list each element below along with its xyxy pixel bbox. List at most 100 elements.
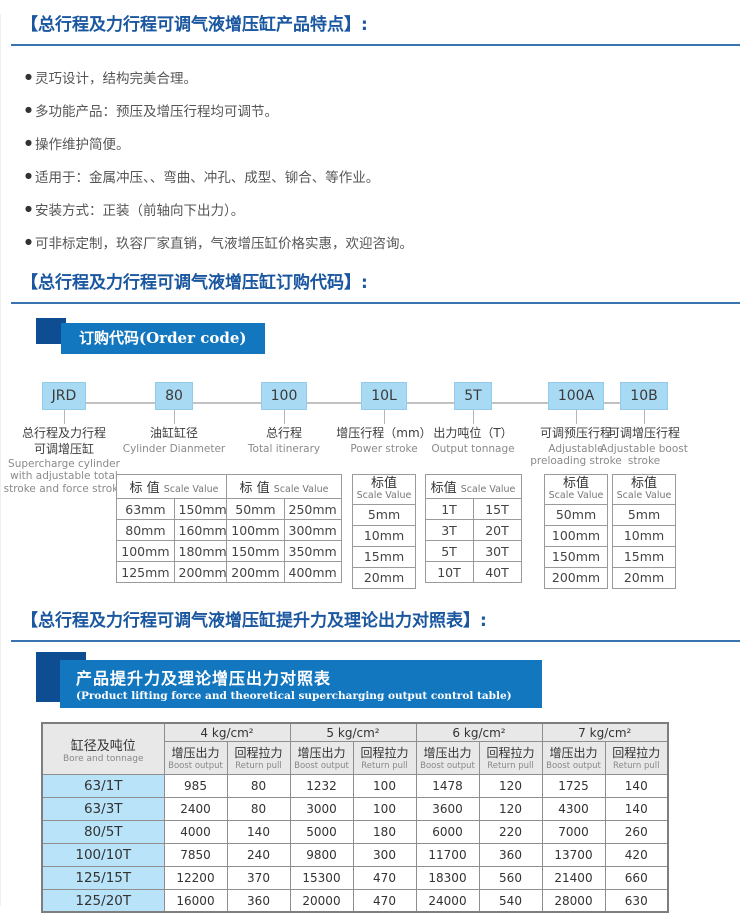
feature-text: 安装方式：正装（前轴向下出力）。 [34,202,245,219]
force-value-cell: 5000 [289,819,354,844]
scale-table-head: 标 值 Scale Value [226,474,342,500]
force-value-cell: 100 [352,796,417,821]
scale-value-cell: 5mm [611,503,677,526]
force-value-cell: 4300 [541,796,606,821]
force-value-cell: 300 [352,842,417,867]
code-label-cn: 可调增压行程 [607,426,680,441]
scale-table-header: 标值 Scale Value [543,474,609,505]
banner-title-en: (Product lifting force and theoretical s… [76,690,512,703]
tick-line [383,410,385,425]
force-table-banner: 产品提升力及理论增压出力对照表 (Product lifting force a… [36,652,750,714]
subheader-en: Return pull [361,760,408,771]
tick-line [472,410,474,425]
scale-value-cell: 5T [424,540,474,563]
scale-table-row: 10T 40T [424,561,522,584]
scale-header-cn: 标 值 [129,481,164,497]
feature-item: ● 多功能产品：预压及增压行程均可调节。 [25,93,750,126]
subheader-en: Return pull [487,760,534,771]
scale-header-cn: 标值 [630,476,657,492]
code-label-en: Cylinder Dianmeter [122,442,226,455]
force-value-cell: 140 [604,796,669,821]
model-cell: 63/3T [41,796,165,821]
scale-table-row: 100mm 180mm [116,540,232,563]
force-value-cell: 15300 [289,865,354,890]
bullet-icon: ● [25,170,32,180]
feature-text: 多功能产品：预压及增压行程均可调节。 [34,103,278,120]
product-page: 【总行程及力行程可调气液增压缸产品特点】: ● 灵巧设计，结构完美合理。 ● 多功能产… [1,14,750,913]
title-divider [11,640,740,643]
code-label-cn: 增压行程（mm） [336,426,432,441]
scale-value-cell: 100mm [226,519,285,542]
scale-value-cell: 150mm [226,540,285,563]
force-value-cell: 6000 [415,819,480,844]
force-value-cell: 3600 [415,796,480,821]
scale-value-cell: 30T [472,540,522,563]
scale-header-en: Scale Value [356,490,412,502]
bullet-icon: ● [25,236,32,246]
force-subheader: 增压出力 Boost output [163,740,228,775]
scale-value-cell: 10T [424,561,474,584]
subheader-cn: 增压出力 [297,745,346,760]
code-label-cn: 出力吨位（T） [433,426,513,441]
subheader-en: Boost output [420,760,475,771]
force-value-cell: 370 [226,865,291,890]
scale-value-cell: 100mm [116,540,175,563]
scale-value-cell: 20mm [611,566,677,589]
code-label-cn: 总行程 [265,426,302,441]
code-label: 油缸缸径 Cylinder Dianmeter [118,426,230,472]
scale-header-en: Scale Value [616,490,672,502]
scale-table-row: 100mm 300mm [226,519,342,542]
corner-label-cn: 缸径及吨位 [70,738,136,754]
force-value-cell: 180 [352,819,417,844]
feature-item: ● 可非标定制，玖容厂家直销，气液增压缸价格实惠，欢迎咨询。 [25,225,750,258]
force-value-cell: 140 [604,773,669,798]
force-subheader: 回程拉力 Return pull [226,740,291,775]
scale-header-row: 标 值 Scale Value [116,474,232,500]
force-value-cell: 120 [478,796,543,821]
force-value-cell: 220 [478,819,543,844]
pressure-header: 5 kg/cm² [289,722,417,742]
tick-line [283,410,285,425]
scale-table-row: 20mm [351,566,417,589]
scale-value-cell: 63mm [116,498,175,521]
force-value-cell: 1232 [289,773,354,798]
scale-value-cell: 80mm [116,519,175,542]
scale-table-header: 标值 Scale Value [424,474,522,500]
force-value-cell: 80 [226,773,291,798]
force-value-cell: 18300 [415,865,480,890]
force-value-cell: 80 [226,796,291,821]
scale-table-row: 5T 30T [424,540,522,563]
scale-header-cn: 标值 [430,481,461,497]
subheader-cn: 回程拉力 [612,745,661,760]
force-value-cell: 660 [604,865,669,890]
scale-value-cell: 150mm [173,498,232,521]
order-code-box: 100 [260,382,308,411]
scale-header-cn: 标 值 [239,481,274,497]
scale-table-body: 5mm 10mm 15mm 20mm [611,503,677,589]
tick-line [575,410,577,425]
scale-table-body: 5mm 10mm 15mm 20mm [351,503,417,589]
scale-table-header: 标 值 Scale Value [226,474,342,500]
code-label: 出力吨位（T） Output tonnage [414,426,532,472]
order-code-column: 5T 出力吨位（T） Output tonnage 标值 Scale Value 1T 1… [414,382,532,584]
force-value-cell: 20000 [289,888,354,913]
scale-value-cell: 160mm [173,519,232,542]
code-label-en: Power stroke [350,442,418,455]
scale-header-en: Scale Value [460,484,516,496]
order-code-diagram: JRD 总行程及力行程 可调增压缸 Supercharge cylinder with… [1,382,750,596]
banner-title-cn: 产品提升力及理论增压出力对照表 [76,669,332,689]
order-code-box: 5T [454,382,492,411]
scale-value-cell: 1T [424,498,474,521]
force-value-cell: 24000 [415,888,480,913]
force-value-cell: 12200 [163,865,228,890]
force-table-row: 63/3T 2400 80 3000 100 3600 120 4300 140 [41,796,669,821]
scale-header-row: 标值 Scale Value [351,474,417,505]
force-value-cell: 120 [478,773,543,798]
code-label: 增压行程（mm） Power stroke [328,426,440,472]
scale-table-row: 80mm 160mm [116,519,232,542]
feature-item: ● 操作维护简便。 [25,126,750,159]
subheader-cn: 增压出力 [423,745,472,760]
order-code-box: 80 [155,382,193,411]
force-subheader: 回程拉力 Return pull [478,740,543,775]
tick-line [63,410,65,425]
